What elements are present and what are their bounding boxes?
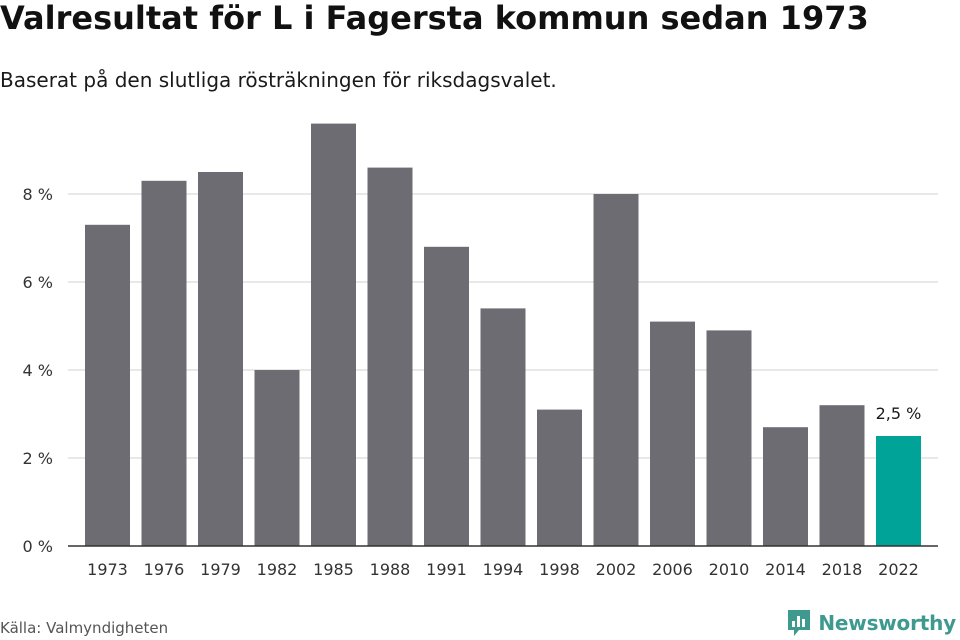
x-tick-label: 2022 [878, 560, 919, 579]
x-tick-label: 2006 [652, 560, 693, 579]
x-tick-label: 1985 [313, 560, 354, 579]
y-tick-label: 2 % [23, 449, 53, 468]
x-tick-label: 1994 [483, 560, 524, 579]
bar-2022 [876, 436, 921, 546]
bar-1998 [537, 409, 582, 546]
bar-1976 [141, 180, 187, 547]
y-tick-label: 4 % [23, 361, 53, 380]
source-note: Källa: Valmyndigheten [0, 619, 169, 637]
x-tick-label: 1976 [144, 560, 185, 579]
bar-2006 [650, 321, 695, 546]
x-tick-label: 2018 [822, 560, 863, 579]
bar-2002 [593, 194, 639, 546]
bar-2018 [819, 405, 865, 546]
x-tick-label: 1982 [257, 560, 298, 579]
x-tick-label: 2010 [709, 560, 750, 579]
bar-chart: 0 % 2 % 4 % 6 % 8 % 1973 1976 1979 1982 1985 1988… [23, 123, 938, 579]
x-tick-label: 1991 [426, 560, 467, 579]
chart-subtitle: Baserat på den slutliga rösträkningen fö… [0, 68, 557, 92]
x-tick-label: 2002 [596, 560, 637, 579]
bar-1973 [85, 224, 130, 547]
brand-name: Newsworthy [818, 611, 956, 635]
bar-1991 [424, 246, 469, 547]
y-axis-ticks: 0 % 2 % 4 % 6 % 8 % [23, 185, 53, 556]
bar-2010 [706, 330, 752, 546]
x-tick-label: 1998 [539, 560, 580, 579]
x-tick-label: 1979 [200, 560, 241, 579]
bar-1979 [198, 172, 243, 546]
bar-1982 [254, 370, 300, 546]
bar-1985 [311, 123, 356, 546]
y-tick-label: 6 % [23, 273, 53, 292]
y-tick-label: 0 % [23, 537, 53, 556]
bar-1988 [367, 167, 413, 546]
x-tick-label: 1988 [370, 560, 411, 579]
bar-1994 [480, 308, 526, 546]
bar-2014 [763, 427, 808, 546]
x-axis-ticks: 1973 1976 1979 1982 1985 1988 1991 1994 1998 2002… [87, 560, 919, 579]
x-tick-label: 1973 [87, 560, 128, 579]
bar-chart-logo-icon [788, 610, 811, 636]
data-label: 2,5 % [876, 404, 922, 423]
bars [85, 123, 921, 547]
chart-title: Valresultat för L i Fagersta kommun seda… [0, 0, 869, 37]
data-labels: 2,5 % [876, 404, 922, 423]
x-tick-label: 2014 [765, 560, 806, 579]
y-tick-label: 8 % [23, 185, 53, 204]
brand-logo: Newsworthy [786, 608, 956, 638]
